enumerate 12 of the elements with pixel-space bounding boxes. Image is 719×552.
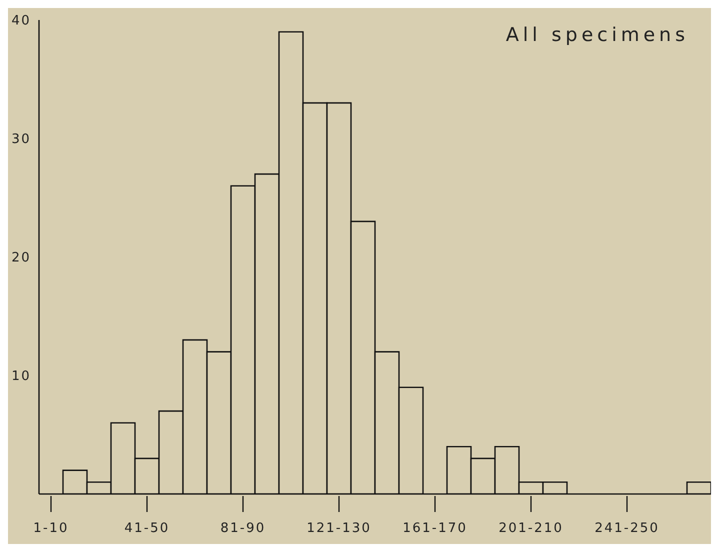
- x-tick-label: 121-130: [306, 521, 372, 536]
- x-tick-label: 201-210: [498, 521, 564, 536]
- y-tick-label: 20: [11, 250, 31, 266]
- y-tick-label: 10: [11, 369, 31, 384]
- y-tick-label: 30: [11, 132, 31, 148]
- y-tick-label: 40: [11, 14, 31, 29]
- x-tick-label: 81-90: [220, 521, 266, 536]
- x-tick-label: 1-10: [33, 521, 69, 536]
- x-tick-label: 41-50: [124, 521, 170, 536]
- x-tick-label: 241-250: [594, 521, 660, 536]
- chart-title: All specimens: [506, 24, 689, 46]
- x-tick-label: 161-170: [402, 521, 468, 536]
